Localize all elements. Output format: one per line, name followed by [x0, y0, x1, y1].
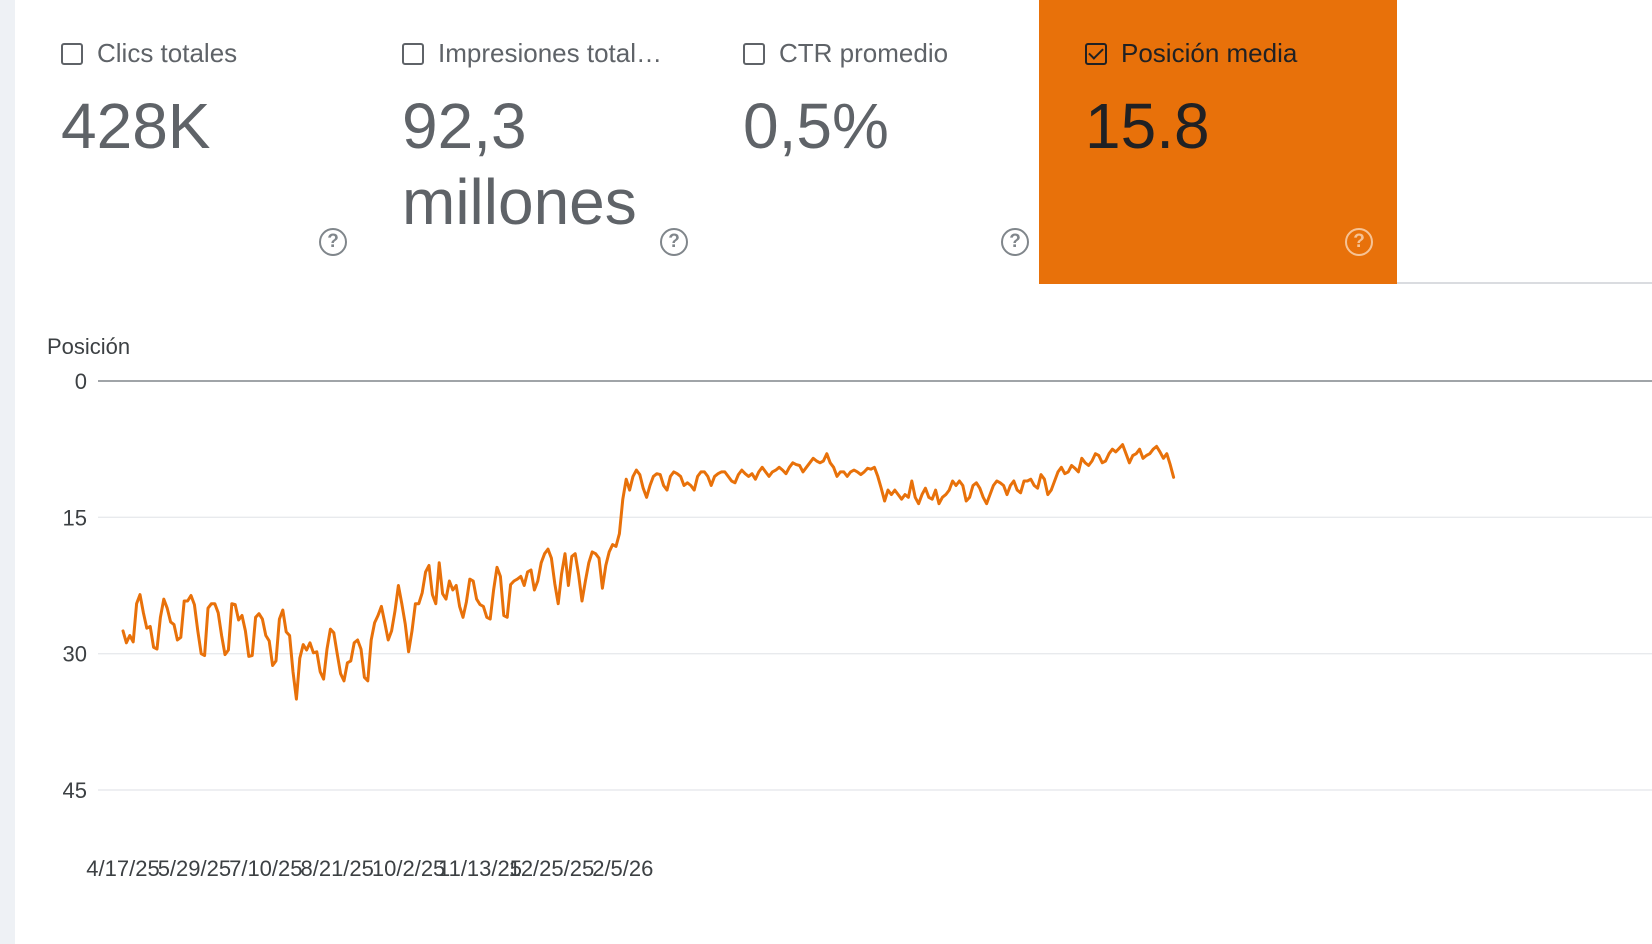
- metric-label: Impresiones total…: [438, 38, 662, 68]
- metric-label-row: CTR promedio: [743, 38, 948, 69]
- metric-label-row: Clics totales: [61, 38, 237, 69]
- y-tick-label: 15: [63, 505, 87, 530]
- x-tick-label: 2/5/26: [592, 856, 653, 881]
- metric-label-row: Posición media: [1085, 38, 1297, 69]
- checkbox-icon[interactable]: [743, 42, 765, 65]
- help-icon[interactable]: ?: [660, 228, 688, 256]
- metric-value: 92,3 millones: [402, 90, 637, 238]
- checkbox-icon[interactable]: [402, 42, 424, 65]
- metric-value: 0,5%: [743, 90, 889, 162]
- y-axis-label: Posición: [47, 334, 130, 359]
- x-tick-label: 8/21/25: [300, 856, 373, 881]
- x-tick-label: 10/2/25: [372, 856, 445, 881]
- y-tick-label: 30: [63, 642, 87, 667]
- x-tick-label: 12/25/25: [509, 856, 595, 881]
- metric-label: CTR promedio: [779, 38, 949, 68]
- checkbox-checked-icon[interactable]: [1085, 42, 1107, 65]
- y-tick-label: 0: [75, 369, 87, 394]
- metric-label: Clics totales: [97, 38, 238, 68]
- checkbox-icon[interactable]: [61, 42, 83, 65]
- series-line-position: [121, 443, 1176, 701]
- help-icon[interactable]: ?: [1345, 228, 1373, 256]
- metric-value: 15.8: [1085, 90, 1210, 162]
- help-icon[interactable]: ?: [1001, 228, 1029, 256]
- metric-card-impressions[interactable]: Impresiones total… 92,3 millones ?: [356, 0, 714, 284]
- metric-card-clicks[interactable]: Clics totales 428K ?: [15, 0, 373, 284]
- metric-card-ctr[interactable]: CTR promedio 0,5% ?: [697, 0, 1055, 284]
- metric-card-position[interactable]: Posición media 15.8 ?: [1039, 0, 1397, 284]
- x-tick-label: 5/29/25: [158, 856, 231, 881]
- x-tick-label: 4/17/25: [86, 856, 159, 881]
- help-icon[interactable]: ?: [319, 228, 347, 256]
- metric-label-row: Impresiones total…: [402, 38, 662, 69]
- x-tick-label: 11/13/25: [438, 856, 522, 881]
- metric-label: Posición media: [1121, 38, 1298, 68]
- x-tick-label: 7/10/25: [229, 856, 302, 881]
- y-tick-label: 45: [63, 778, 87, 803]
- metric-cards: Clics totales 428K ? Impresiones total… …: [15, 0, 1652, 284]
- metric-value: 428K: [61, 90, 211, 162]
